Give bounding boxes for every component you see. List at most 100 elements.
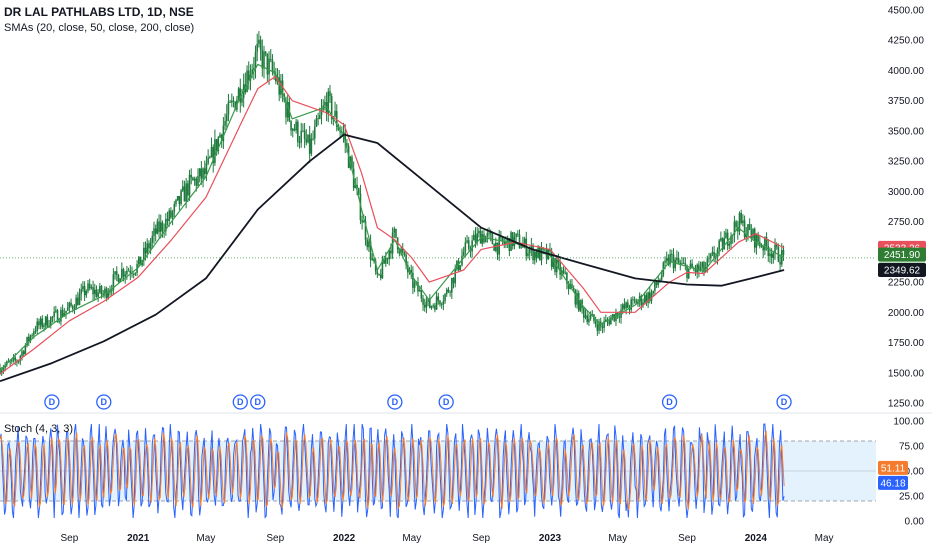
candle-body — [129, 270, 132, 274]
candle-body — [699, 267, 702, 271]
candle-body — [256, 43, 259, 52]
candle-body — [286, 102, 289, 118]
dividend-icon[interactable]: D — [250, 394, 266, 410]
candle-body — [297, 121, 299, 143]
candle-body — [246, 70, 248, 93]
candle-body — [474, 234, 477, 243]
candle-body — [291, 128, 294, 131]
dividend-label: D — [666, 397, 673, 407]
candle-body — [9, 361, 11, 363]
candle-body — [434, 305, 436, 310]
dividend-icon[interactable]: D — [44, 394, 60, 410]
candle-body — [369, 241, 372, 260]
candle-body — [134, 272, 137, 275]
candle-body — [82, 286, 84, 290]
dividend-icon[interactable]: D — [232, 394, 248, 410]
candle-body — [107, 292, 110, 298]
candle-body — [225, 114, 228, 121]
candle-body — [227, 101, 230, 115]
candle-body — [447, 289, 450, 292]
candle-body — [549, 249, 551, 252]
candle-body — [195, 178, 198, 186]
candle-body — [124, 274, 127, 277]
price-tick-label: 1250.00 — [888, 399, 925, 410]
candle-body — [342, 132, 345, 133]
candle-body — [762, 246, 764, 251]
time-tick-label: Sep — [472, 533, 490, 544]
time-axis[interactable]: Sep 2021 May Sep 2022 May Sep 2023 May Sep 2024 May — [60, 533, 833, 544]
candle-body — [489, 232, 492, 235]
candle-body — [364, 220, 367, 240]
candle-body — [496, 242, 499, 255]
svg-text:2451.90: 2451.90 — [884, 250, 921, 261]
candle-body — [467, 240, 470, 249]
candle-body — [532, 245, 534, 261]
candle-body — [295, 121, 297, 131]
candle-body — [735, 221, 737, 227]
candle-body — [49, 317, 52, 326]
candle-body — [193, 178, 196, 181]
candle-body — [327, 91, 330, 114]
candle-body — [429, 298, 431, 308]
candle-body — [376, 271, 379, 275]
stoch-tick-label: 0.00 — [905, 517, 925, 528]
candle-body — [220, 134, 223, 142]
dividend-icon[interactable]: D — [387, 394, 403, 410]
candle-body — [307, 134, 309, 143]
candle-body — [701, 262, 704, 268]
candle-body — [579, 300, 582, 311]
candle-body — [313, 126, 316, 139]
candle-body — [615, 312, 617, 321]
candle-body — [131, 273, 133, 275]
candle-body — [533, 251, 536, 261]
candle-body — [298, 142, 301, 144]
candle-body — [562, 270, 565, 274]
candle-body — [471, 240, 473, 252]
candle-body — [689, 263, 692, 269]
candle-body — [403, 252, 406, 255]
candle-body — [22, 351, 25, 355]
candle-body — [197, 175, 199, 186]
candle-body — [567, 283, 570, 289]
candle-body — [752, 228, 754, 239]
candle-body — [684, 263, 687, 266]
dividend-icon[interactable]: D — [438, 394, 454, 410]
candle-body — [745, 234, 748, 238]
candle-body — [667, 257, 670, 265]
dividend-icon[interactable]: D — [96, 394, 112, 410]
candle-body — [425, 301, 428, 308]
candle-body — [371, 258, 374, 260]
candle-body — [36, 321, 39, 332]
candle-body — [583, 308, 585, 318]
candle-body — [251, 69, 253, 75]
candle-body — [725, 232, 727, 239]
price-tick-label: 1500.00 — [888, 368, 925, 379]
candle-body — [117, 274, 120, 283]
stochastic-pane[interactable] — [0, 423, 876, 519]
price-tick-label: 3000.00 — [888, 187, 925, 198]
candle-body — [517, 233, 519, 235]
candle-body — [442, 301, 445, 305]
candle-body — [239, 88, 242, 103]
candle-body — [747, 224, 749, 235]
candle-body — [55, 310, 57, 312]
dividend-icon[interactable]: D — [776, 394, 792, 410]
candle-body — [137, 256, 140, 265]
candle-body — [481, 234, 484, 244]
candle-body — [75, 297, 77, 310]
candle-body — [77, 297, 79, 305]
candle-body — [319, 115, 321, 119]
candle-body — [41, 318, 44, 328]
candle-body — [449, 291, 451, 293]
candle-body — [335, 110, 338, 127]
price-axis[interactable]: 4500.00 4250.00 4000.00 3750.00 3500.00 3250.… — [888, 6, 925, 528]
candle-body — [398, 249, 401, 254]
candle-body — [234, 101, 237, 110]
candle-body — [757, 234, 759, 243]
candle-body — [627, 302, 629, 308]
candle-body — [315, 118, 318, 127]
dividend-icon[interactable]: D — [661, 394, 678, 410]
candle-body — [363, 220, 365, 223]
